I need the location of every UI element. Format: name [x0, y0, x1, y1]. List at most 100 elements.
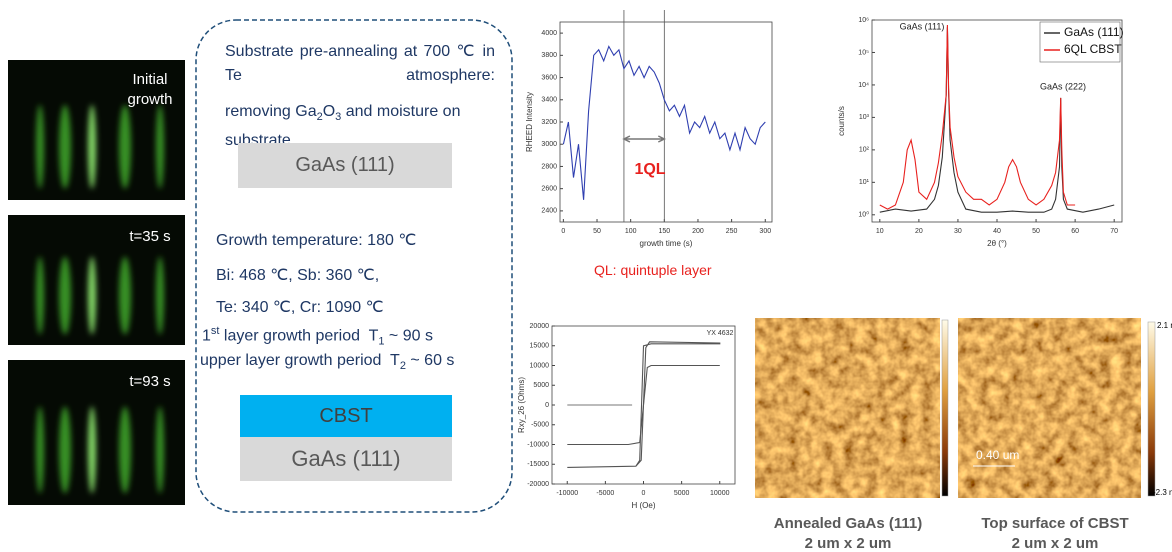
period-arrow [624, 136, 664, 142]
streak [88, 406, 96, 493]
annotation: 1QL [634, 161, 665, 178]
x-tick-label: 10000 [710, 490, 730, 497]
colorbar-min: -2.3 nm [1153, 488, 1172, 497]
streak [156, 406, 164, 493]
x-tick-label: 50 [1032, 228, 1040, 235]
streak [119, 406, 131, 493]
x-axis-label: 2θ (°) [987, 239, 1007, 248]
x-tick-label: 50 [593, 228, 601, 235]
afm-image [755, 318, 940, 498]
rheed-label: t=35 s [129, 228, 170, 245]
text: removing Ga [225, 103, 317, 120]
annotation: GaAs (111) [900, 21, 945, 31]
cell-temperatures: Te: 340 ℃, Cr: 1090 ℃ [216, 297, 384, 317]
x-tick-label: -5000 [596, 490, 614, 497]
y-axis-label: Rxy_26 (Ohms) [517, 377, 526, 433]
y-tick-label: 4000 [541, 30, 557, 37]
y-tick-label: 10⁰ [858, 211, 869, 219]
x-tick-label: 60 [1071, 228, 1079, 235]
x-tick-label: 5000 [674, 490, 690, 497]
y-tick-label: 0 [545, 402, 549, 409]
x-tick-label: 150 [658, 228, 670, 235]
y-tick-label: 2400 [541, 208, 557, 215]
plot-frame [560, 22, 772, 222]
streak [59, 257, 71, 335]
ql-caption: QL: quintuple layer [594, 262, 712, 278]
colorbar [1148, 322, 1155, 496]
streak [156, 257, 164, 335]
y-tick-label: 2600 [541, 186, 557, 193]
text: ~ 60 s [406, 352, 454, 369]
x-axis-label: growth time (s) [640, 239, 693, 248]
y-tick-label: 10⁴ [858, 82, 869, 89]
text: upper layer growth period T [200, 352, 400, 369]
x-tick-label: 100 [625, 228, 637, 235]
growth-temperature: Growth temperature: 180 ℃ [216, 230, 416, 250]
streak [119, 257, 131, 335]
legend-label: GaAs (111) [1064, 25, 1124, 39]
streak [88, 257, 96, 335]
y-tick-label: 3200 [541, 119, 557, 126]
x-tick-label: -10000 [556, 490, 578, 497]
x-tick-label: 40 [993, 228, 1001, 235]
x-tick-label: 30 [954, 228, 962, 235]
x-tick-label: 0 [642, 490, 646, 497]
streak [36, 257, 44, 335]
colorbar-max: 2.1 nm [1157, 321, 1172, 330]
y-tick-label: 10³ [859, 114, 870, 121]
figure-layer: 0.40 um 2.1 nm -2.3 nm Initialgrowtht=35… [0, 0, 1172, 552]
growth-period: upper layer growth period T2 ~ 60 s [200, 352, 454, 372]
y-tick-label: 5000 [533, 382, 549, 389]
afm-image [958, 318, 1141, 498]
text: layer growth period T [219, 327, 378, 344]
annotation: YX 4632 [707, 330, 734, 337]
x-tick-label: 70 [1110, 228, 1118, 235]
y-axis-label: counts/s [837, 106, 846, 136]
y-tick-label: 3800 [541, 52, 557, 59]
streak [156, 105, 164, 189]
streak [59, 406, 71, 493]
afm-size: 2 um x 2 um [955, 535, 1155, 552]
colorbar [942, 320, 948, 496]
y-tick-label: 3000 [541, 141, 557, 148]
text: ~ 90 s [384, 327, 432, 344]
preanneal-text: Substrate pre-annealing at 700 ℃ in Te a… [225, 40, 495, 88]
y-tick-label: 10000 [530, 362, 550, 369]
y-tick-label: -5000 [531, 422, 549, 429]
x-tick-label: 250 [726, 228, 738, 235]
y-tick-label: 10¹ [859, 179, 870, 186]
streak [36, 105, 44, 189]
annotation: GaAs (222) [1040, 81, 1086, 91]
growth-period: 1st layer growth period T1 ~ 90 s [202, 325, 433, 348]
y-tick-label: 3400 [541, 97, 557, 104]
gaas-layer: GaAs (111) [240, 437, 452, 481]
streak [59, 105, 71, 189]
streak [36, 406, 44, 493]
x-tick-label: 0 [561, 228, 565, 235]
y-tick-label: 15000 [530, 343, 550, 350]
x-tick-label: 300 [759, 228, 771, 235]
cbst-layer: CBST [240, 395, 452, 437]
y-axis-label: RHEED Intensity [525, 92, 534, 152]
streak [119, 105, 131, 189]
y-tick-label: -10000 [527, 441, 549, 448]
y-tick-label: 20000 [530, 323, 550, 330]
y-tick-label: 10⁵ [858, 49, 869, 56]
scale-bar-label: 0.40 um [976, 448, 1019, 462]
afm-caption: Top surface of CBST [955, 515, 1155, 532]
text: O [323, 103, 335, 120]
legend-label: 6QL CBST [1064, 42, 1122, 56]
slide: 0.40 um 2.1 nm -2.3 nm Initialgrowtht=35… [0, 0, 1172, 552]
y-tick-label: 2800 [541, 163, 557, 170]
y-tick-label: 3600 [541, 74, 557, 81]
y-tick-label: -15000 [527, 461, 549, 468]
afm-size: 2 um x 2 um [748, 535, 948, 552]
substrate-layer: GaAs (111) [238, 143, 452, 188]
afm-caption: Annealed GaAs (111) [748, 515, 948, 532]
streak [88, 105, 96, 189]
y-tick-label: -20000 [527, 481, 549, 488]
x-tick-label: 20 [915, 228, 923, 235]
x-tick-label: 10 [876, 228, 884, 235]
y-tick-label: 10² [859, 147, 870, 154]
y-tick-label: 10⁶ [858, 17, 869, 24]
